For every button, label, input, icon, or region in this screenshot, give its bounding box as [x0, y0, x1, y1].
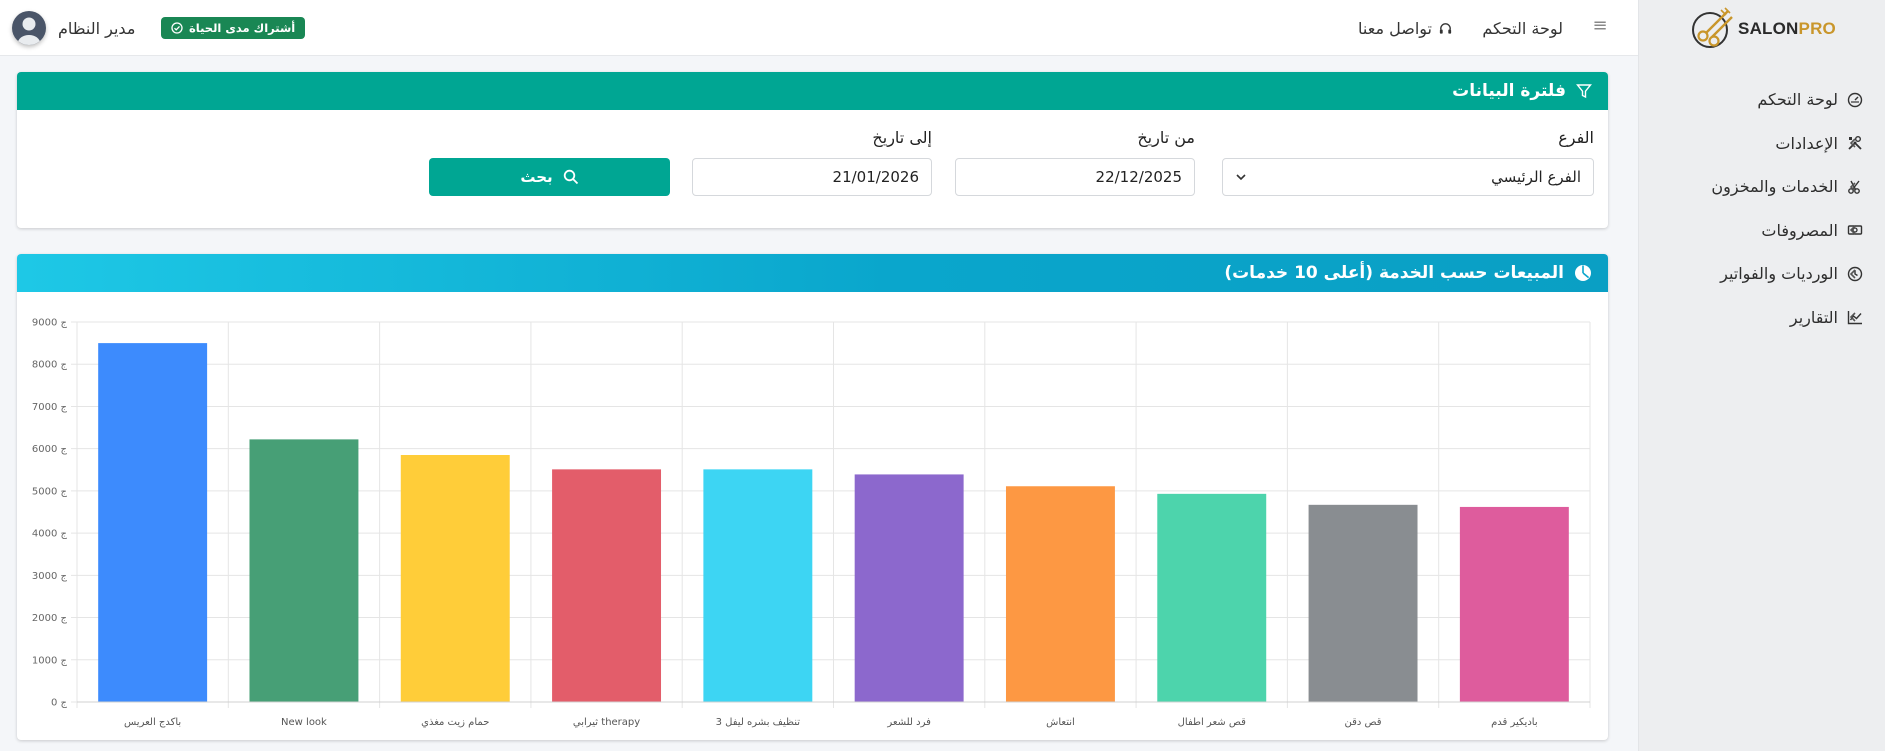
headset-icon: [1439, 22, 1452, 34]
chevron-left-icon: [1849, 269, 1856, 279]
chart-card-title: المبيعات حسب الخدمة (أعلى 10 خدمات): [1224, 263, 1564, 283]
bar-3: [400, 455, 510, 702]
x-tick-label: باديكير قدم: [1491, 717, 1538, 728]
search-button[interactable]: بحث: [429, 158, 670, 196]
from-date-value: 22/12/2025: [1095, 168, 1182, 186]
clock-icon: [1847, 265, 1863, 283]
sidebar-item-label: الورديات والفواتير: [1720, 264, 1838, 284]
sidebar-nav: لوحة التحكم الإعدادات الخدمات والمخزون المص…: [1639, 78, 1885, 339]
y-tick-label: 2000 ج: [32, 613, 68, 624]
user-name: مدير النظام: [58, 18, 136, 38]
bar-2: [249, 439, 359, 702]
brand-name: SALONPRO: [1738, 19, 1836, 38]
x-tick-label: حمام زيت مغذي: [421, 717, 489, 728]
sidebar-item-0[interactable]: لوحة التحكم: [1639, 78, 1885, 122]
y-tick-label: 3000 ج: [32, 571, 68, 582]
from-date-input[interactable]: 22/12/2025: [955, 158, 1195, 196]
chart-card-header: المبيعات حسب الخدمة (أعلى 10 خدمات): [17, 254, 1608, 292]
sidebar: SALONPRO لوحة التحكم الإعدادات الخدمات وال…: [1638, 0, 1885, 751]
topbar-contact-link[interactable]: تواصل معنا: [1358, 0, 1453, 56]
dashboard-gauge-icon: [1847, 91, 1863, 109]
salon-scissors-logo-icon: [1692, 7, 1733, 48]
chevron-down-icon: [1236, 174, 1246, 181]
x-tick-label: تنظيف بشره ليفل 3: [716, 717, 801, 728]
topbar: ≡ لوحة التحكم تواصل معنا أشتراك مدى الحي…: [0, 0, 1638, 56]
x-tick-label: فرد للشعر: [886, 717, 931, 728]
check-circle-icon: [171, 22, 183, 34]
y-tick-label: 7000 ج: [32, 402, 68, 413]
branch-select[interactable]: الفرع الرئيسي: [1222, 158, 1594, 196]
sidebar-item-label: لوحة التحكم: [1757, 90, 1838, 110]
branch-select-value: الفرع الرئيسي: [1491, 168, 1581, 186]
sidebar-item-label: المصروفات: [1761, 220, 1838, 240]
sidebar-item-4[interactable]: الورديات والفواتير: [1639, 252, 1885, 296]
y-tick-label: 6000 ج: [32, 444, 68, 455]
filter-card: فلترة البيانات الفرع الفرع الرئيسي من تا…: [17, 72, 1608, 228]
topbar-dashboard-label: لوحة التحكم: [1482, 18, 1563, 38]
bar-7: [1005, 486, 1115, 702]
to-date-label: إلى تاريخ: [872, 128, 932, 147]
sales-by-service-card: المبيعات حسب الخدمة (أعلى 10 خدمات) 0 ج 1…: [17, 254, 1608, 740]
sidebar-item-label: الخدمات والمخزون: [1711, 177, 1838, 197]
menu-toggle-icon[interactable]: ≡: [1592, 15, 1608, 36]
sales-bar-chart: 0 ج 1000 ج 2000 ج 3000 ج 4000 ج 5000 ج 6000 ج 7…: [32, 318, 1591, 728]
topbar-dashboard-link[interactable]: لوحة التحكم: [1482, 0, 1563, 56]
sidebar-item-label: الإعدادات: [1775, 133, 1838, 153]
search-button-label: بحث: [520, 168, 553, 186]
user-avatar-icon: [17, 17, 41, 45]
x-tick-label: قص شعر اطفال: [1178, 717, 1246, 728]
subscription-badge-label: أشتراك مدى الحياة: [189, 21, 296, 35]
bar-1: [98, 343, 208, 702]
chevron-left-icon: [1849, 312, 1856, 322]
chevron-left-icon: [1849, 225, 1856, 235]
topbar-contact-label: تواصل معنا: [1358, 18, 1432, 38]
filter-card-header: فلترة البيانات: [17, 72, 1608, 110]
y-tick-label: 8000 ج: [32, 360, 68, 371]
bar-6: [854, 474, 964, 702]
to-date-value: 21/01/2026: [832, 168, 919, 186]
bar-5: [703, 469, 813, 702]
bar-10: [1459, 506, 1569, 702]
bar-4: [552, 469, 662, 702]
filter-funnel-icon: [1576, 84, 1592, 99]
avatar[interactable]: [12, 11, 46, 45]
x-tick-label: ثيرابي therapy: [573, 717, 640, 728]
from-date-label: من تاريخ: [1137, 128, 1195, 147]
y-tick-label: 4000 ج: [32, 529, 68, 540]
filter-card-title: فلترة البيانات: [1452, 81, 1566, 101]
x-tick-label: باكدج العريس: [124, 717, 181, 728]
sidebar-item-label: التقارير: [1789, 307, 1838, 327]
subscription-badge: أشتراك مدى الحياة: [161, 17, 306, 39]
sidebar-item-2[interactable]: الخدمات والمخزون: [1639, 165, 1885, 209]
brand[interactable]: SALONPRO: [1639, 0, 1885, 56]
y-tick-label: 5000 ج: [32, 486, 68, 497]
y-tick-label: 1000 ج: [32, 655, 68, 666]
y-tick-label: 9000 ج: [32, 318, 68, 329]
sidebar-item-1[interactable]: الإعدادات: [1639, 122, 1885, 166]
search-icon: [563, 169, 578, 185]
branch-label: الفرع: [1558, 128, 1594, 147]
x-tick-label: قص دقن: [1345, 717, 1382, 728]
y-tick-label: 0 ج: [51, 698, 68, 709]
user-menu[interactable]: مدير النظام: [12, 0, 135, 56]
x-tick-label: New look: [281, 717, 327, 728]
sidebar-item-5[interactable]: التقارير: [1639, 296, 1885, 340]
chevron-left-icon: [1849, 182, 1856, 192]
to-date-input[interactable]: 21/01/2026: [692, 158, 932, 196]
sidebar-item-3[interactable]: المصروفات: [1639, 209, 1885, 253]
pie-chart-icon: [1575, 265, 1591, 281]
bar-9: [1308, 504, 1418, 702]
chevron-left-icon: [1849, 138, 1856, 148]
x-tick-label: انتعاش: [1046, 717, 1075, 728]
bar-8: [1157, 493, 1267, 702]
